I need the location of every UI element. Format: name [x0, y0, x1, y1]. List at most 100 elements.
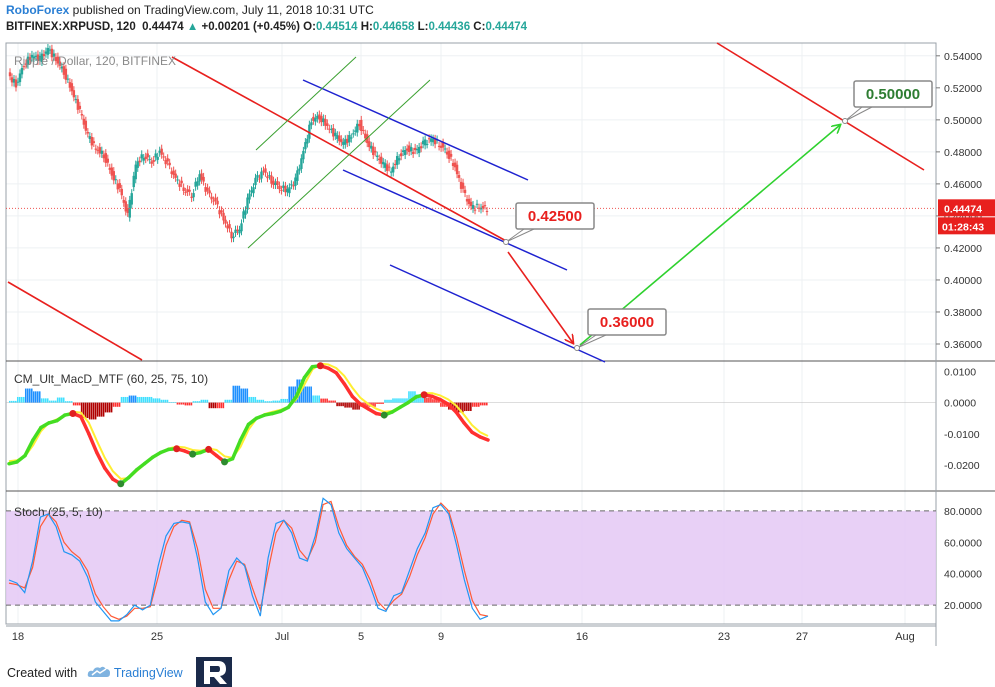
macd-hist-bar — [72, 402, 75, 406]
candle-body — [74, 98, 78, 100]
macd-hist-bar — [202, 399, 205, 403]
macd-hist-bar — [408, 391, 410, 403]
candle-body — [415, 149, 419, 151]
macd-hist-bar — [452, 402, 454, 410]
macd-hist-bar — [486, 402, 488, 406]
macd-hist-bar — [200, 399, 203, 403]
candle-body — [449, 153, 453, 157]
candle-body — [216, 200, 219, 205]
macd-hist-bar — [482, 402, 484, 406]
macd-line-segment — [79, 414, 91, 436]
macd-hist-bar — [18, 396, 21, 403]
macd-hist-bar — [120, 396, 123, 403]
macd-hist-bar — [280, 398, 283, 403]
macd-hist-bar — [46, 398, 49, 403]
macd-hist-bar — [90, 402, 93, 420]
candle-body — [360, 119, 363, 132]
macd-hist-bar — [286, 398, 289, 403]
macd-hist-bar — [128, 395, 131, 403]
candle-body — [122, 199, 125, 203]
symbol-label[interactable]: BITFINEX:XRPUSD, 120 — [6, 21, 136, 33]
candle-body — [342, 141, 345, 145]
macd-hist-bar — [144, 396, 147, 403]
candle-body — [280, 189, 283, 191]
open-label: O: — [303, 21, 316, 33]
stoch-k-line — [8, 497, 489, 622]
candle-body — [172, 170, 175, 175]
candle-body — [150, 161, 153, 164]
candle-body — [54, 57, 58, 62]
roboforex-logo-icon — [196, 657, 233, 687]
macd-hist-bar — [390, 399, 392, 403]
candle-body — [108, 167, 111, 170]
macd-hist-bar — [148, 396, 151, 403]
candle-body — [24, 63, 28, 65]
macd-hist-bar — [76, 402, 79, 406]
drawings: 0.42500 0.36000 0.50000 — [7, 42, 933, 363]
macd-hist-bar — [190, 402, 193, 406]
time-tick-label: 27 — [796, 631, 808, 643]
candle-body — [393, 163, 397, 166]
callout-label: 0.36000 — [600, 314, 654, 331]
candle-body — [284, 185, 287, 193]
candle-body — [388, 166, 391, 168]
candle-body — [190, 196, 193, 199]
candle-body — [256, 175, 259, 178]
candle-body — [467, 198, 471, 205]
candle-body — [206, 187, 209, 191]
time-tick-label: Aug — [895, 631, 915, 643]
candle-body — [82, 118, 86, 125]
macd-line-segment — [350, 394, 363, 406]
callout-pointer — [844, 106, 873, 122]
macd-hist-bar — [340, 402, 342, 407]
macd-hist-bar — [320, 398, 322, 403]
candle-body — [366, 134, 369, 144]
callout-anchor — [574, 345, 580, 351]
candle-body — [102, 154, 106, 159]
macd-hist-bar — [444, 402, 446, 407]
low-label: L: — [417, 21, 429, 33]
candle-body — [324, 118, 327, 126]
green-channel-lower — [247, 79, 431, 249]
main-pane-title: Ripple / Dollar, 120, BITFINEX — [14, 54, 176, 68]
macd-hist-bar — [404, 398, 406, 403]
candle-body — [110, 167, 113, 176]
candle-body — [423, 139, 427, 146]
macd-hist-bar — [388, 399, 390, 403]
macd-cross-dot — [420, 391, 428, 399]
macd-hist-bar — [154, 398, 157, 403]
candles — [8, 43, 489, 243]
price-tick-label: 0.46000 — [944, 179, 982, 191]
tradingview-brand[interactable]: TradingView — [113, 666, 183, 680]
macd-hist-bar — [262, 399, 265, 403]
macd-line-segment — [31, 425, 43, 442]
candle-body — [417, 146, 421, 154]
publisher-name[interactable]: RoboForex — [6, 3, 70, 17]
macd-hist-bar — [266, 401, 269, 403]
macd-hist-bar — [132, 395, 135, 403]
candle-body — [210, 196, 213, 200]
candle-body — [391, 166, 395, 173]
footer: Created with TradingView — [7, 657, 233, 687]
red-projection-arrow — [507, 251, 573, 343]
candle-body — [453, 162, 457, 168]
macd-hist-bar — [278, 400, 281, 403]
macd-hist-bar — [394, 398, 396, 403]
macd-hist-bar — [88, 402, 91, 420]
price-tick-label: 0.48000 — [944, 147, 982, 159]
candle-body — [370, 145, 373, 149]
candle-body — [192, 193, 195, 198]
time-tick-label: 18 — [12, 631, 24, 643]
price-axis: 0.540000.520000.500000.480000.460000.440… — [936, 51, 982, 612]
candle-body — [376, 155, 379, 158]
callout-box — [853, 80, 933, 108]
candle-body — [98, 147, 102, 154]
macd-hist-bar — [64, 401, 67, 403]
macd-hist-bar — [264, 401, 267, 403]
macd-hist-bar — [210, 402, 213, 409]
macd-tick-label: 0.0100 — [944, 366, 976, 378]
macd-tick-label: 0.0000 — [944, 398, 976, 410]
macd-hist-bar — [338, 402, 340, 407]
macd-hist-bar — [98, 402, 101, 417]
